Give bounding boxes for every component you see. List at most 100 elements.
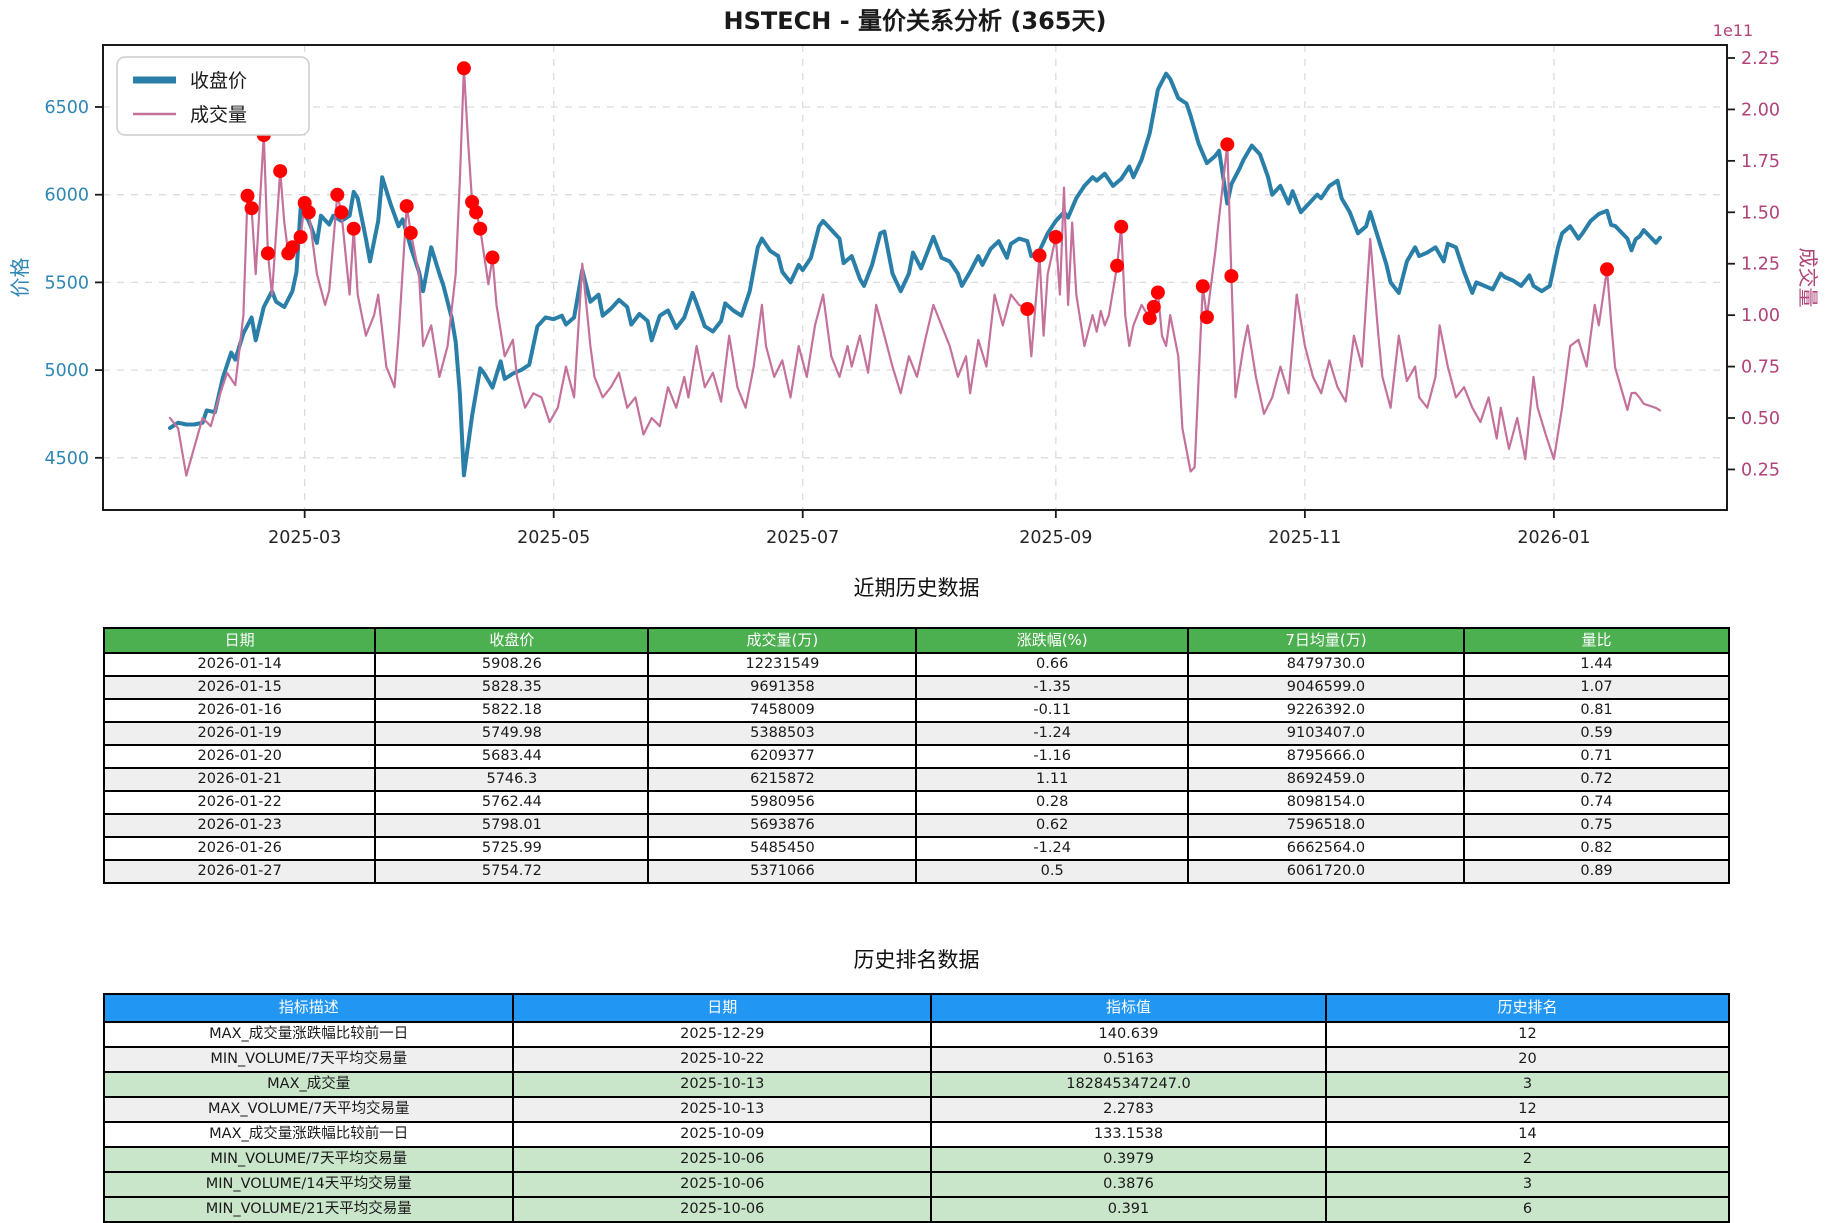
ranking-cell: 3 xyxy=(1324,1071,1731,1098)
recent-cell: 9691358 xyxy=(647,675,918,700)
ranking-cell: MAX_成交量 xyxy=(102,1071,515,1098)
right-tick-label: 0.75 xyxy=(1741,358,1780,378)
volume-spike-marker xyxy=(285,240,300,255)
recent-cell: 5725.99 xyxy=(374,836,650,861)
volume-spike-marker xyxy=(273,164,288,179)
ranking-cell: 14 xyxy=(1324,1121,1731,1148)
ranking-cell: MIN_VOLUME/14天平均交易量 xyxy=(102,1171,515,1198)
recent-cell: 1.44 xyxy=(1463,652,1730,677)
volume-spike-marker xyxy=(1220,137,1235,152)
recent-cell: -1.16 xyxy=(915,744,1189,769)
recent-cell: 6209377 xyxy=(647,744,918,769)
recent-cell: 5762.44 xyxy=(374,790,650,815)
volume-spike-marker xyxy=(1600,262,1614,277)
volume-spike-marker xyxy=(1146,299,1161,314)
ranking-cell: 2025-12-29 xyxy=(512,1021,933,1048)
ranking-cell: 140.639 xyxy=(930,1021,1327,1048)
recent-cell: 0.5 xyxy=(915,859,1189,884)
recent-cell: 5749.98 xyxy=(374,721,650,746)
volume-spike-marker xyxy=(1195,279,1210,294)
recent-cell: 2026-01-26 xyxy=(102,836,377,861)
recent-cell: 2026-01-19 xyxy=(102,721,377,746)
ranking-cell: 2025-10-09 xyxy=(512,1121,933,1148)
ranking-cell: 3 xyxy=(1324,1171,1731,1198)
ranking-cell: 2.2783 xyxy=(930,1096,1327,1123)
recent-cell: 8692459.0 xyxy=(1186,767,1466,792)
table-row: 2026-01-21 5746.3 6215872 1.11 8692459.0 0.72 xyxy=(102,767,1730,792)
ranking-cell: 133.1538 xyxy=(930,1121,1327,1148)
table-row: 2026-01-15 5828.35 9691358 -1.35 9046599.0 1.… xyxy=(102,675,1730,700)
recent-cell: -1.24 xyxy=(915,721,1189,746)
recent-cell: 5371066 xyxy=(647,859,918,884)
legend-label: 成交量 xyxy=(190,104,247,126)
recent-history-table-head: 日期 收盘价 成交量(万) 涨跌幅(%) 7日均量(万) 量比 xyxy=(102,627,1730,654)
recent-column-header: 日期 xyxy=(102,627,377,654)
recent-cell: 0.59 xyxy=(1463,721,1730,746)
volume-price-chart: 4500 5000 5500 6000 6500 0.25 0.50 0.75 1.00 1.25… xyxy=(0,0,1833,562)
recent-column-header: 量比 xyxy=(1463,627,1730,654)
header-row: 日期 收盘价 成交量(万) 涨跌幅(%) 7日均量(万) 量比 xyxy=(102,627,1730,654)
historical-ranking-table-head: 指标描述 日期 指标值 历史排名 xyxy=(102,993,1731,1023)
right-tick-label: 2.00 xyxy=(1741,100,1780,120)
right-tick-label: 2.25 xyxy=(1741,49,1780,69)
legend-label: 收盘价 xyxy=(190,70,247,92)
volume-spike-marker xyxy=(293,230,308,244)
table-row: MAX_成交量涨跌幅比较前一日 2025-12-29 140.639 12 xyxy=(102,1021,1731,1048)
recent-cell: 0.28 xyxy=(915,790,1189,815)
table-row: MAX_成交量 2025-10-13 182845347247.0 3 xyxy=(102,1071,1731,1098)
recent-cell: 7596518.0 xyxy=(1186,813,1466,838)
recent-cell: 5683.44 xyxy=(374,744,650,769)
right-tick-label: 1.75 xyxy=(1741,152,1780,172)
ranking-section-title: 历史排名数据 xyxy=(853,948,980,972)
recent-cell: 9226392.0 xyxy=(1186,698,1466,723)
table-row: 2026-01-14 5908.26 12231549 0.66 8479730.0 1.… xyxy=(102,652,1730,677)
recent-cell: 2026-01-14 xyxy=(102,652,377,677)
recent-cell: 0.89 xyxy=(1463,859,1730,884)
recent-cell: 0.71 xyxy=(1463,744,1730,769)
recent-cell: 0.74 xyxy=(1463,790,1730,815)
x-tick-label: 2026-01 xyxy=(1517,528,1590,548)
ranking-cell: 2025-10-06 xyxy=(512,1146,933,1173)
recent-cell: -1.35 xyxy=(915,675,1189,700)
ranking-cell: 6 xyxy=(1324,1196,1731,1223)
recent-cell: 8479730.0 xyxy=(1186,652,1466,677)
volume-spike-marker xyxy=(1020,302,1035,316)
recent-cell: 8098154.0 xyxy=(1186,790,1466,815)
x-tick-label: 2025-03 xyxy=(268,528,341,548)
ranking-column-header: 指标描述 xyxy=(102,993,515,1023)
volume-line xyxy=(168,67,1662,477)
ranking-cell: 2025-10-13 xyxy=(512,1071,933,1098)
table-row: 2026-01-22 5762.44 5980956 0.28 8098154.0 0.7… xyxy=(102,790,1730,815)
recent-cell: 5822.18 xyxy=(374,698,650,723)
recent-cell: 2026-01-20 xyxy=(102,744,377,769)
recent-cell: 0.75 xyxy=(1463,813,1730,838)
ranking-column-header: 历史排名 xyxy=(1324,993,1731,1023)
recent-cell: 9046599.0 xyxy=(1186,675,1466,700)
recent-cell: 0.66 xyxy=(915,652,1189,677)
recent-cell: 0.72 xyxy=(1463,767,1730,792)
volume-axis-label: 成交量 xyxy=(1796,248,1820,308)
historical-ranking-table-body: MAX_成交量涨跌幅比较前一日 2025-12-29 140.639 12 MIN_VO… xyxy=(102,1021,1731,1223)
table-row: MIN_VOLUME/14天平均交易量 2025-10-06 0.3876 3 xyxy=(102,1171,1731,1198)
recent-cell: 9103407.0 xyxy=(1186,721,1466,746)
ranking-cell: 12 xyxy=(1324,1096,1731,1123)
recent-cell: 6215872 xyxy=(647,767,918,792)
right-tick-label: 0.25 xyxy=(1741,460,1780,480)
ranking-cell: MIN_VOLUME/7天平均交易量 xyxy=(102,1146,515,1173)
chart-title: HSTECH - 量价关系分析 (365天) xyxy=(724,7,1107,35)
x-tick-label: 2025-07 xyxy=(766,528,839,548)
right-tick-label: 1.25 xyxy=(1741,255,1780,275)
table-row: 2026-01-20 5683.44 6209377 -1.16 8795666.0 0.… xyxy=(102,744,1730,769)
recent-cell: 8795666.0 xyxy=(1186,744,1466,769)
volume-spike-marker xyxy=(1224,269,1239,284)
recent-cell: -1.24 xyxy=(915,836,1189,861)
table-row: MIN_VOLUME/21天平均交易量 2025-10-06 0.391 6 xyxy=(102,1196,1731,1223)
plot-border xyxy=(102,44,1728,511)
recent-column-header: 成交量(万) xyxy=(647,627,918,654)
volume-spike-marker xyxy=(485,250,500,265)
recent-cell: 0.81 xyxy=(1463,698,1730,723)
x-tick-label: 2025-09 xyxy=(1019,528,1092,548)
historical-ranking-table: 指标描述 日期 指标值 历史排名 MAX_成交量涨跌幅比较前一日 2025-12-29 1… xyxy=(102,993,1731,1223)
recent-cell: 5693876 xyxy=(647,813,918,838)
ranking-cell: 2025-10-22 xyxy=(512,1046,933,1073)
